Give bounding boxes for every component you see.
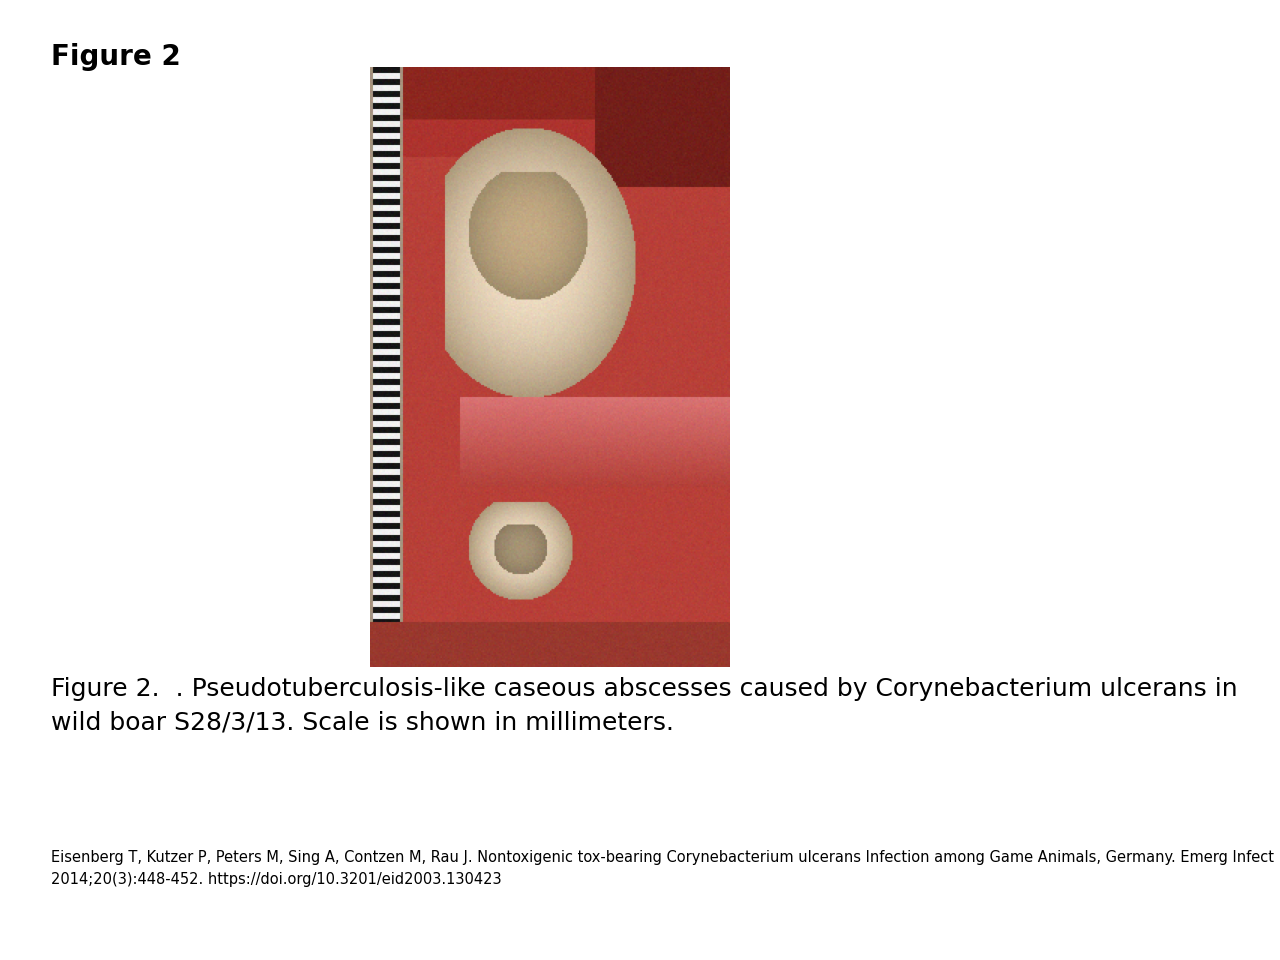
Text: Eisenberg T, Kutzer P, Peters M, Sing A, Contzen M, Rau J. Nontoxigenic tox-bear: Eisenberg T, Kutzer P, Peters M, Sing A,… [51, 850, 1280, 887]
Text: Figure 2: Figure 2 [51, 43, 180, 71]
Text: Figure 2.  . Pseudotuberculosis-like caseous abscesses caused by Corynebacterium: Figure 2. . Pseudotuberculosis-like case… [51, 677, 1238, 734]
